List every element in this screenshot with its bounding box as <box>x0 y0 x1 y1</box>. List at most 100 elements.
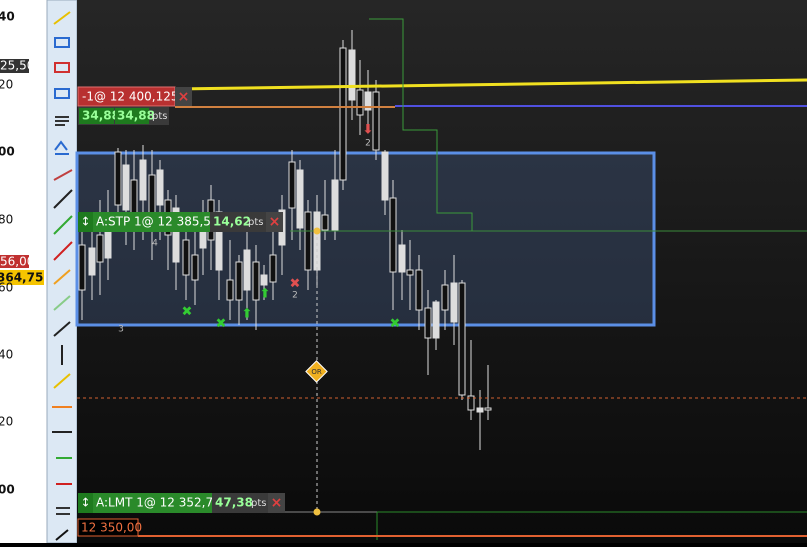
fill-x: ✖ <box>182 305 193 320</box>
candle-body <box>260 274 268 286</box>
order-text: A:STP 1@ 12 385,50 <box>96 215 219 229</box>
tool[interactable] <box>53 215 73 235</box>
pnl-box <box>115 108 149 124</box>
order-label[interactable] <box>93 212 210 232</box>
anchor[interactable] <box>313 508 321 516</box>
tool[interactable] <box>54 62 70 73</box>
tool[interactable] <box>53 321 71 337</box>
pnl: 34,88 <box>117 109 155 123</box>
axis-label: 20 <box>0 78 13 92</box>
candle-body <box>415 269 423 311</box>
axis-box <box>0 59 29 73</box>
axis-box <box>0 270 44 285</box>
candle-body <box>252 261 260 301</box>
drag-handle[interactable] <box>78 212 93 232</box>
fill-x: ✖ <box>290 277 301 292</box>
close-button[interactable] <box>268 493 285 513</box>
candle-body <box>381 151 389 201</box>
candle-body <box>139 159 147 201</box>
tool[interactable] <box>54 88 70 99</box>
candle-body <box>398 244 406 273</box>
marker-count: 3 <box>118 325 124 335</box>
axis-label: 25,50 <box>0 59 34 73</box>
pnl-box <box>79 108 114 124</box>
candle-body <box>441 284 449 311</box>
close-icon[interactable]: × <box>271 495 283 511</box>
candle-body <box>288 161 296 209</box>
axis-label: 60 <box>0 281 13 295</box>
close-button[interactable] <box>266 212 283 232</box>
arrow: ⬇ <box>363 123 374 138</box>
drag-icon: ↕ <box>80 215 90 229</box>
candle-body <box>372 91 380 151</box>
order-text: -1@ 12 400,125 <box>82 90 179 104</box>
close-icon[interactable]: × <box>269 214 281 230</box>
candle-body <box>243 249 251 291</box>
fill-x: ✖ <box>390 317 401 332</box>
markers: 4 3 2 2 <box>118 139 371 335</box>
drag-icon: ↕ <box>80 496 90 510</box>
tool[interactable] <box>55 529 69 541</box>
tool[interactable] <box>54 140 69 155</box>
tool[interactable] <box>53 169 73 181</box>
pnl: 47,38 <box>215 496 253 510</box>
tool[interactable] <box>53 373 71 389</box>
tool[interactable] <box>53 241 73 261</box>
tool[interactable] <box>53 269 71 285</box>
candle-body <box>450 282 458 323</box>
candle-body <box>331 179 339 231</box>
rectangle-drawing <box>75 151 656 327</box>
axis-labels: 40 25,50 20 00 80 56,00 364,75 60 40 20 … <box>0 10 44 497</box>
candle-body <box>304 211 312 271</box>
candle-body <box>484 407 492 411</box>
candle-body <box>182 239 190 276</box>
or-marker[interactable] <box>305 360 328 383</box>
candle-body <box>348 49 356 101</box>
candles <box>78 30 492 450</box>
axis-label: 00 <box>0 145 15 159</box>
drag-handle[interactable] <box>78 493 93 513</box>
marker-count: 2 <box>292 291 298 301</box>
tool[interactable] <box>53 295 71 311</box>
order-label[interactable] <box>93 493 212 513</box>
anchor[interactable] <box>313 227 321 235</box>
axis-label: 00 <box>0 483 15 497</box>
candle-body <box>226 279 234 301</box>
axis-label: 40 <box>0 10 15 24</box>
tool[interactable] <box>55 116 69 126</box>
candle-body <box>269 254 277 283</box>
axis-label: 40 <box>0 348 13 362</box>
tool[interactable] <box>53 11 71 25</box>
axis-label: 80 <box>0 213 13 227</box>
candle-body <box>476 407 484 413</box>
toolbar-icons <box>52 11 73 541</box>
candle-body <box>467 395 475 411</box>
tool[interactable] <box>53 189 73 209</box>
pnl: 14,62 <box>213 215 251 229</box>
fill-marks: ✖ ✖ ✖ ✖ ⬆ ⬆ ⬇ <box>182 123 401 332</box>
tool[interactable] <box>56 507 70 515</box>
tool[interactable] <box>54 37 70 48</box>
candle-body <box>114 151 122 206</box>
candle-body <box>191 254 199 281</box>
axis-label: 56,00 <box>0 255 34 269</box>
axis-label: 20 <box>0 415 13 429</box>
candle-body <box>364 91 372 111</box>
candle-body <box>406 269 414 276</box>
pnl-box <box>212 493 268 513</box>
close-icon[interactable]: × <box>178 89 190 105</box>
step-line <box>369 18 473 231</box>
price-text: 12 350,00 <box>81 521 142 535</box>
fill-x: ✖ <box>216 317 227 332</box>
marker-count: 2 <box>365 139 371 149</box>
pnl: 34,88 <box>82 109 120 123</box>
candle-body <box>432 301 440 339</box>
order-text: A:LMT 1@ 12 352,75 <box>96 496 221 510</box>
candle-body <box>235 261 243 301</box>
candle-body <box>356 89 364 116</box>
candle-body <box>296 169 304 229</box>
or-label: OR <box>311 368 322 376</box>
close-button[interactable] <box>175 87 192 106</box>
